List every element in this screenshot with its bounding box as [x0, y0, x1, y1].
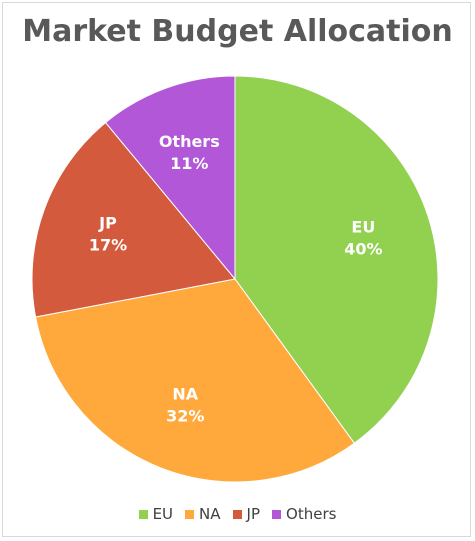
- slice-category-label-jp: JP: [98, 213, 117, 232]
- slice-value-label-eu: 40%: [344, 239, 382, 258]
- slice-category-label-eu: EU: [351, 217, 375, 236]
- pie-slice-eu: [234, 75, 439, 444]
- legend-swatch-others: [272, 509, 282, 519]
- legend-label-jp: JP: [246, 505, 261, 523]
- slice-category-label-na: NA: [172, 385, 198, 404]
- legend-item-jp: JP: [232, 505, 261, 523]
- legend-label-na: NA: [199, 505, 221, 523]
- legend-label-others: Others: [286, 505, 337, 523]
- legend-item-na: NA: [185, 505, 221, 523]
- legend-swatch-jp: [232, 509, 242, 519]
- pie-slice-na: [35, 278, 356, 483]
- legend-swatch-na: [185, 509, 195, 519]
- pie-slice-jp: [31, 121, 236, 318]
- slice-value-label-na: 32%: [166, 407, 204, 426]
- chart-title: Market Budget Allocation: [22, 14, 453, 49]
- slice-value-label-others: 11%: [170, 154, 208, 173]
- slice-category-label-others: Others: [159, 132, 220, 151]
- legend-item-eu: EU: [138, 505, 174, 523]
- legend-swatch-eu: [138, 509, 148, 519]
- legend-label-eu: EU: [152, 505, 174, 523]
- slice-value-label-jp: 17%: [89, 235, 127, 254]
- legend: EU NA JP Others: [0, 505, 475, 523]
- legend-item-others: Others: [272, 505, 336, 523]
- pie-slice-others: [104, 75, 236, 281]
